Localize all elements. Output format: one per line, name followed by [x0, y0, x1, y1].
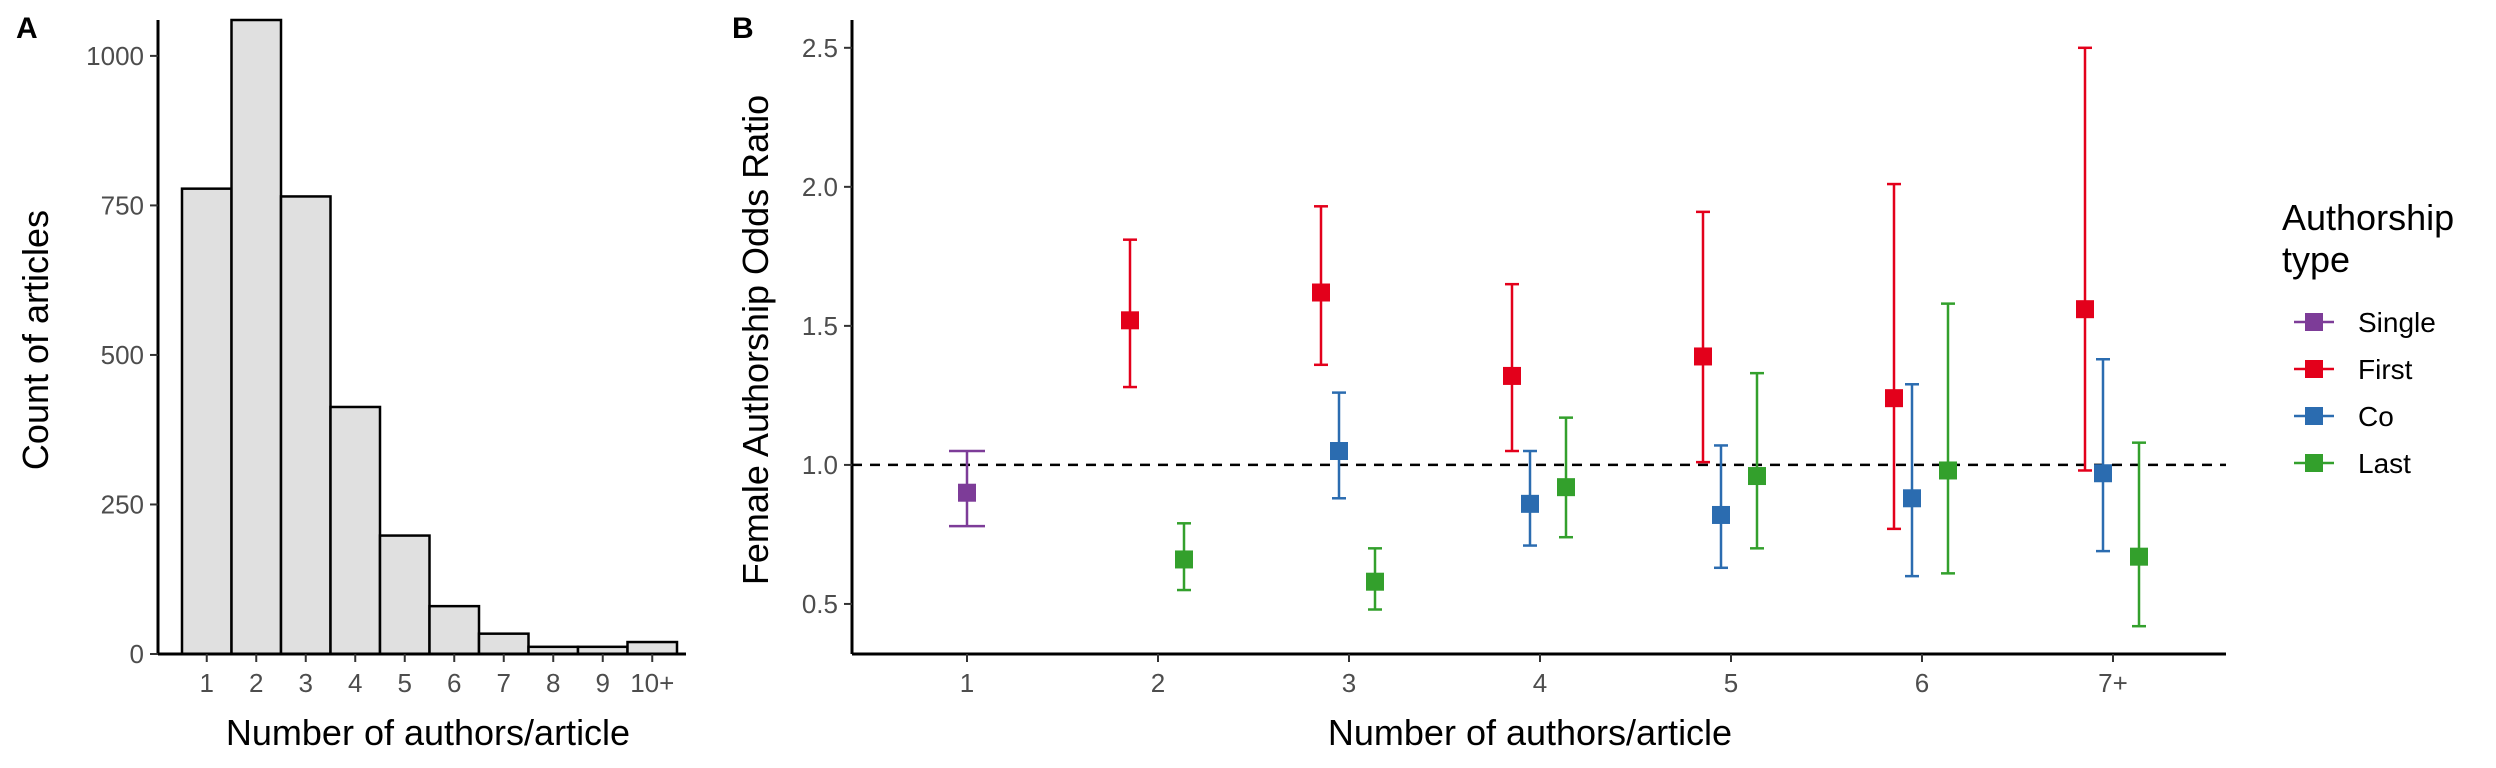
legend-swatch-first: [2305, 360, 2323, 378]
legend: Authorship type Single First Co Last: [2282, 197, 2454, 479]
panel-b: B 0.5 1.0 1.5 2.0 2.5 1 2 3 4 5 6 7+ Number of aut…: [732, 12, 2226, 753]
panel-b-x-ticks: 1 2 3 4 5 6 7+: [960, 654, 2128, 698]
x-tick-label-1: 1: [200, 668, 214, 698]
point-co-5: [1712, 505, 1730, 524]
panel-a-x-ticks: 1 2 3 4 5 6 7 8 9 10+: [200, 654, 674, 698]
legend-items: Single First Co Last: [2294, 307, 2436, 479]
x-tick-label-4: 4: [348, 668, 362, 698]
x-tick-label-7+: 7+: [2098, 668, 2128, 698]
series-single: [949, 449, 985, 528]
point-first-7+: [2076, 300, 2094, 319]
series-co: [1330, 357, 2112, 578]
y-tick-label-1.5: 1.5: [802, 311, 838, 341]
x-tick-label-3: 3: [299, 668, 313, 698]
panel-a-bars: [180, 18, 679, 656]
point-co-3: [1330, 442, 1348, 461]
legend-title-line1: Authorship: [2282, 197, 2454, 238]
point-first-6: [1885, 389, 1903, 408]
y-tick-label-250: 250: [101, 489, 144, 519]
x-tick-label-8: 8: [546, 668, 560, 698]
point-first-4: [1503, 366, 1521, 385]
panel-b-y-ticks: 0.5 1.0 1.5 2.0 2.5: [802, 33, 852, 619]
legend-item-single: Single: [2294, 307, 2436, 338]
panel-b-axes: [850, 20, 2226, 656]
bar-10+: [626, 640, 679, 656]
legend-item-first: First: [2294, 354, 2413, 385]
point-first-2: [1121, 311, 1139, 330]
legend-swatch-last: [2305, 454, 2323, 472]
y-tick-label-1.0: 1.0: [802, 450, 838, 480]
legend-swatch-single: [2305, 313, 2323, 331]
y-tick-label-0: 0: [130, 639, 144, 669]
legend-item-co: Co: [2294, 401, 2394, 432]
point-last-6: [1939, 461, 1957, 480]
panel-a-y-ticks: 0 250 500 750 1000: [86, 41, 158, 669]
x-tick-label-10+: 10+: [630, 668, 674, 698]
bar-5: [378, 534, 431, 656]
point-first-3: [1312, 283, 1330, 302]
series-last: [1175, 302, 2148, 628]
legend-title-line2: type: [2282, 239, 2350, 280]
panel-a: A 0 250 500 750 1000 1 2 3 4 5 6 7 8 9 10+ Number of …: [15, 12, 686, 753]
point-last-4: [1557, 478, 1575, 497]
panel-b-x-axis-title: Number of authors/article: [1328, 712, 1732, 753]
x-tick-label-9: 9: [596, 668, 610, 698]
x-tick-label-5: 5: [1724, 668, 1738, 698]
panel-a-y-axis-title: Count of articles: [15, 210, 56, 470]
bar-7: [477, 632, 530, 656]
point-single-1: [958, 483, 976, 502]
legend-label-co: Co: [2358, 401, 2394, 432]
x-tick-label-5: 5: [398, 668, 412, 698]
x-tick-label-6: 6: [1915, 668, 1929, 698]
point-co-6: [1903, 489, 1921, 508]
x-tick-label-7: 7: [497, 668, 511, 698]
x-tick-label-6: 6: [447, 668, 461, 698]
bar-3: [279, 195, 332, 656]
x-tick-label-4: 4: [1533, 668, 1547, 698]
y-tick-label-750: 750: [101, 190, 144, 220]
point-last-5: [1748, 467, 1766, 486]
legend-swatch-co: [2305, 407, 2323, 425]
y-tick-label-2.0: 2.0: [802, 172, 838, 202]
legend-label-last: Last: [2358, 448, 2411, 479]
panel-a-axes: [156, 20, 686, 656]
point-co-7+: [2094, 464, 2112, 483]
x-tick-label-2: 2: [1151, 668, 1165, 698]
panel-a-x-axis-title: Number of authors/article: [226, 712, 630, 753]
legend-label-first: First: [2358, 354, 2413, 385]
point-last-7+: [2130, 547, 2148, 566]
panel-a-letter: A: [16, 12, 38, 45]
point-last-3: [1366, 572, 1384, 591]
panel-b-y-axis-title: Female Authorship Odds Ratio: [735, 95, 776, 585]
point-last-2: [1175, 550, 1193, 569]
series-first: [1121, 46, 2094, 531]
bar-6: [428, 604, 481, 656]
bar-1: [180, 187, 233, 656]
point-first-5: [1694, 347, 1712, 366]
point-co-4: [1521, 494, 1539, 513]
legend-item-last: Last: [2294, 448, 2411, 479]
panel-b-points: [949, 46, 2148, 628]
y-tick-label-0.5: 0.5: [802, 589, 838, 619]
x-tick-label-3: 3: [1342, 668, 1356, 698]
x-tick-label-1: 1: [960, 668, 974, 698]
y-tick-label-1000: 1000: [86, 41, 144, 71]
y-tick-label-500: 500: [101, 340, 144, 370]
bar-4: [329, 405, 382, 656]
bar-2: [230, 18, 283, 656]
legend-label-single: Single: [2358, 307, 2436, 338]
x-tick-label-2: 2: [249, 668, 263, 698]
y-tick-label-2.5: 2.5: [802, 33, 838, 63]
panel-b-letter: B: [732, 12, 754, 45]
